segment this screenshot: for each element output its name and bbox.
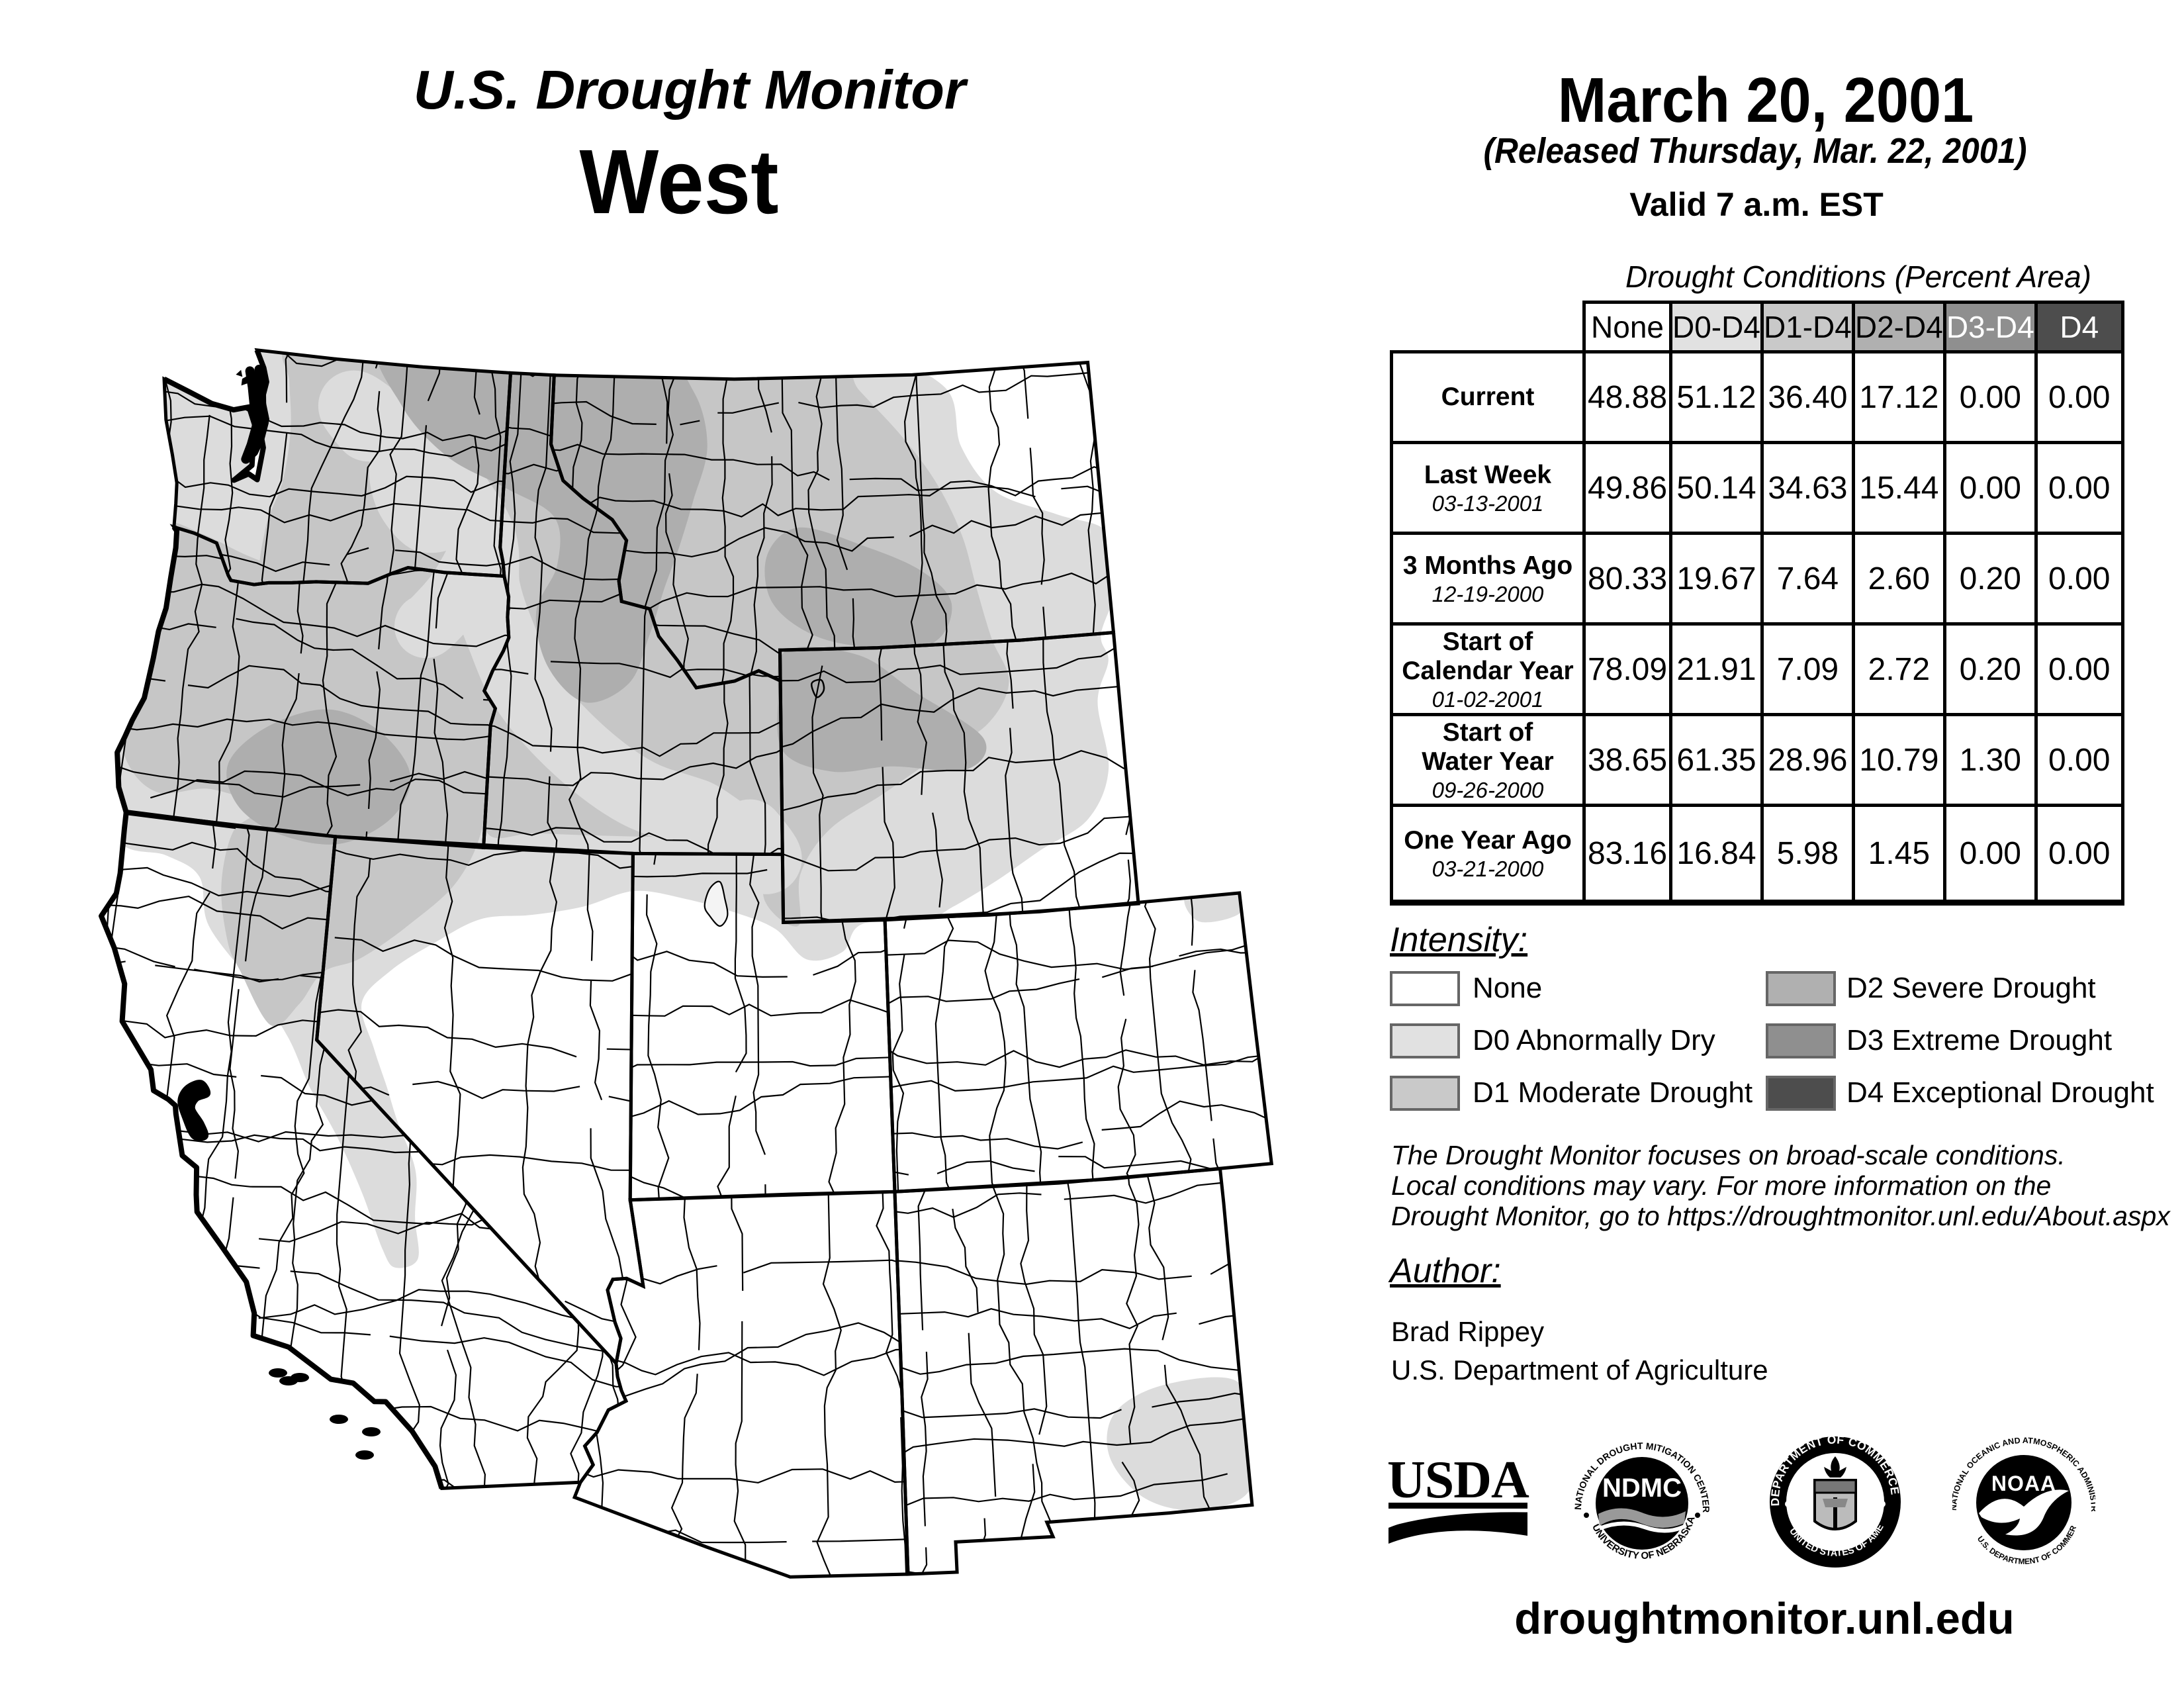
svg-text:USDA: USDA [1387, 1454, 1529, 1509]
svg-text:NOAA: NOAA [1991, 1472, 2056, 1495]
svg-text:NDMC: NDMC [1602, 1474, 1682, 1503]
